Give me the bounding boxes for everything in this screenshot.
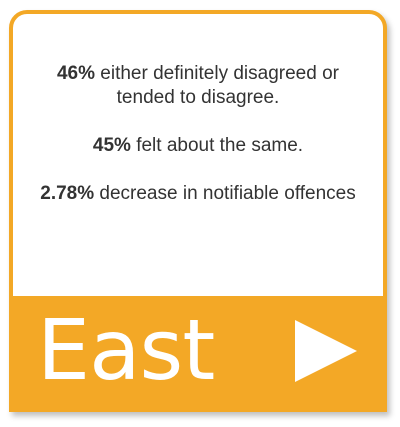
- stats-panel: 46% either definitely disagreed or tende…: [13, 14, 383, 296]
- stat-description: decrease in notifiable offences: [94, 183, 356, 204]
- stat-offences: 2.78% decrease in notifiable offences: [28, 182, 368, 206]
- stat-disagree: 46% either definitely disagreed or tende…: [28, 62, 368, 110]
- region-label: East: [37, 301, 215, 399]
- stat-percentage: 2.78%: [40, 183, 95, 204]
- region-footer[interactable]: East: [13, 296, 383, 408]
- stat-description: either definitely disagreed or tended to…: [95, 63, 339, 108]
- stat-same: 45% felt about the same.: [28, 134, 368, 158]
- region-card: 46% either definitely disagreed or tende…: [9, 10, 387, 412]
- stat-percentage: 45%: [92, 135, 131, 156]
- stat-percentage: 46%: [56, 63, 96, 84]
- play-right-icon[interactable]: [291, 316, 361, 386]
- stat-description: felt about the same.: [130, 135, 304, 156]
